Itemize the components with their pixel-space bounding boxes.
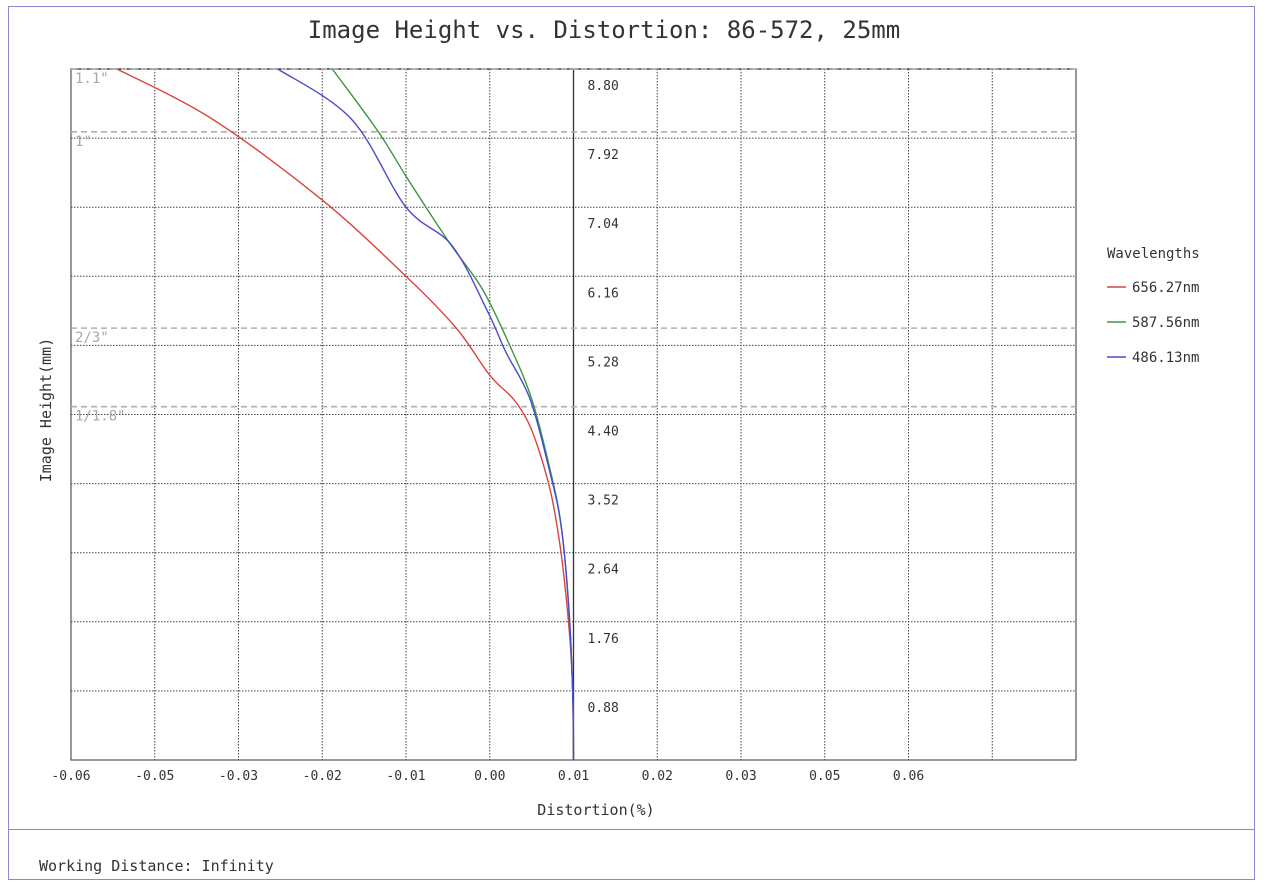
x-tick-label: -0.06 <box>51 769 90 784</box>
chart-title: Image Height vs. Distortion: 86-572, 25m… <box>308 16 900 44</box>
x-tick-label: 0.03 <box>725 769 756 784</box>
x-tick-label: 0.01 <box>558 769 589 784</box>
sensor-label: 1" <box>75 134 92 150</box>
plot-grid <box>70 68 1077 761</box>
y-tick-label: 7.04 <box>588 217 619 232</box>
legend: Wavelengths 656.27nm 587.56nm 486.13nm <box>1107 246 1200 366</box>
y-tick-label: 6.16 <box>588 286 619 301</box>
y-tick-label: 3.52 <box>588 494 619 509</box>
x-tick-label: 0.00 <box>474 769 505 784</box>
legend-entry: 486.13nm <box>1132 350 1199 366</box>
x-tick-label: 0.05 <box>809 769 840 784</box>
sensor-label: 1.1" <box>75 71 109 87</box>
sensor-label: 1/1.8" <box>75 409 126 425</box>
y-tick-label: 0.88 <box>588 701 619 716</box>
y-tick-label: 8.80 <box>588 79 619 94</box>
x-axis-label: Distortion(%) <box>537 801 654 819</box>
x-tick-label: -0.03 <box>219 769 258 784</box>
working-distance-label: Working Distance: Infinity <box>39 857 274 875</box>
sensor-format-lines: 1.1" 1" 2/3" 1/1.8" <box>71 68 1076 425</box>
footer-separator <box>9 829 1254 830</box>
x-tick-label: 0.02 <box>642 769 673 784</box>
series-line-656.27nm <box>116 68 575 761</box>
x-tick-label: -0.05 <box>135 769 174 784</box>
y-tick-label: 5.28 <box>588 355 619 370</box>
legend-title: Wavelengths <box>1107 246 1200 262</box>
y-tick-label: 7.92 <box>588 148 619 163</box>
y-tick-label: 2.64 <box>588 563 619 578</box>
x-tick-label: -0.02 <box>303 769 342 784</box>
series-line-486.13nm <box>277 68 575 761</box>
y-axis-label: Image Height(mm) <box>37 338 55 483</box>
series-lines <box>116 68 575 761</box>
x-tick-labels: -0.06 -0.05 -0.03 -0.02 -0.01 0.00 0.01 0.02 0.0… <box>51 769 924 784</box>
legend-entry: 587.56nm <box>1132 315 1199 331</box>
legend-entry: 656.27nm <box>1132 280 1199 296</box>
sensor-label: 2/3" <box>75 330 109 346</box>
x-tick-label: -0.01 <box>386 769 425 784</box>
chart-frame: Working Distance: Infinity <box>8 6 1255 880</box>
y-tick-label: 4.40 <box>588 425 619 440</box>
y-tick-labels: 0.88 1.76 2.64 3.52 4.40 5.28 6.16 7.04 7.92 8.80 <box>588 79 619 716</box>
y-tick-label: 1.76 <box>588 632 619 647</box>
x-tick-label: 0.06 <box>893 769 924 784</box>
